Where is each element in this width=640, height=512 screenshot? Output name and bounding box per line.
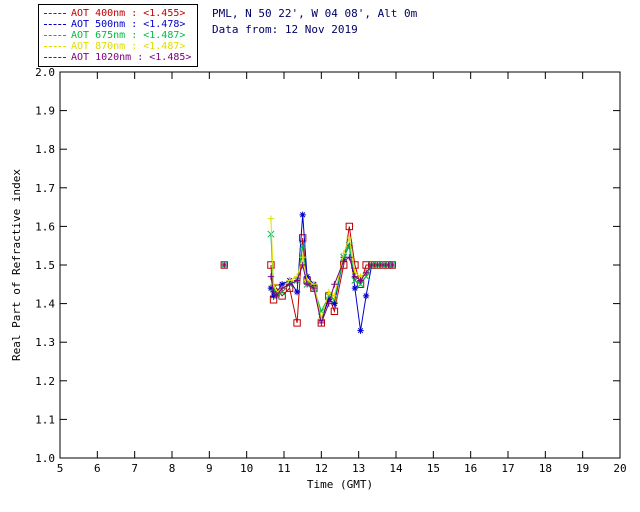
y-tick-label: 1.2 xyxy=(35,375,55,388)
x-tick-label: 13 xyxy=(352,462,365,475)
legend-line-sample xyxy=(44,24,66,25)
plus-marker xyxy=(379,261,387,269)
site-location-text: PML, N 50 22', W 04 08', Alt 0m xyxy=(212,7,418,20)
y-axis-label: Real Part of Refractive index xyxy=(10,169,23,361)
y-tick-label: 1.8 xyxy=(35,143,55,156)
asterisk-marker xyxy=(267,284,275,292)
legend-line-sample xyxy=(44,35,66,36)
square-marker xyxy=(220,261,228,269)
x-marker xyxy=(299,242,307,250)
x-tick-label: 5 xyxy=(57,462,64,475)
x-tick-label: 11 xyxy=(277,462,290,475)
plus-marker xyxy=(331,281,338,288)
plus-marker xyxy=(221,261,228,269)
x-tick-label: 8 xyxy=(169,462,176,475)
plus-marker xyxy=(362,269,370,276)
plus-marker xyxy=(325,300,332,307)
y-tick-label: 1.9 xyxy=(35,105,55,118)
plus-marker xyxy=(267,215,275,222)
legend-item-label: AOT 400nm : <1.455> xyxy=(71,8,186,19)
legend-item-label: AOT 675nm : <1.487> xyxy=(71,30,186,41)
plus-marker xyxy=(340,257,347,265)
y-tick-label: 1.4 xyxy=(35,298,55,311)
data-date-text: Data from: 12 Nov 2019 xyxy=(212,23,358,36)
plus-marker xyxy=(293,277,301,284)
asterisk-marker xyxy=(357,327,364,334)
asterisk-marker xyxy=(278,281,286,288)
legend-item-1020nm: AOT 1020nm : <1.485> xyxy=(44,52,191,63)
legend-item-870nm: AOT 870nm : <1.487> xyxy=(44,41,191,52)
y-tick-label: 2.0 xyxy=(35,66,55,79)
legend-line-sample xyxy=(44,13,66,14)
x-axis-label: Time (GMT) xyxy=(307,478,373,491)
y-tick-label: 1.0 xyxy=(35,452,55,465)
legend-item-label: AOT 870nm : <1.487> xyxy=(71,41,186,52)
plus-marker xyxy=(346,254,353,261)
y-tick-label: 1.5 xyxy=(35,259,55,272)
x-tick-label: 6 xyxy=(94,462,101,475)
plus-marker xyxy=(310,284,318,292)
x-tick-label: 18 xyxy=(539,462,552,475)
plus-marker xyxy=(267,273,275,280)
plus-marker xyxy=(318,319,325,327)
legend-line-sample xyxy=(44,57,66,58)
legend-item-675nm: AOT 675nm : <1.487> xyxy=(44,30,191,41)
plus-marker xyxy=(278,284,286,292)
asterisk-marker xyxy=(303,273,311,280)
plus-marker xyxy=(346,234,353,242)
square-marker xyxy=(330,307,339,316)
x-tick-label: 10 xyxy=(240,462,253,475)
square-marker xyxy=(293,319,301,327)
plus-marker xyxy=(325,288,332,296)
y-tick-label: 1.6 xyxy=(35,220,55,233)
square-marker xyxy=(345,222,354,231)
x-marker xyxy=(330,296,338,304)
y-tick-label: 1.7 xyxy=(35,182,55,195)
plus-marker xyxy=(374,261,381,269)
x-tick-label: 9 xyxy=(206,462,213,475)
asterisk-marker xyxy=(351,284,359,292)
plus-marker xyxy=(273,292,280,300)
plus-marker xyxy=(357,277,364,284)
header-text: PML, N 50 22', W 04 08', Alt 0m Data fro… xyxy=(212,6,417,38)
legend-item-500nm: AOT 500nm : <1.478> xyxy=(44,19,191,30)
asterisk-marker xyxy=(331,300,338,307)
x-tick-label: 14 xyxy=(389,462,403,475)
legend: AOT 400nm : <1.455> AOT 500nm : <1.478> … xyxy=(38,4,199,67)
x-tick-label: 16 xyxy=(464,462,477,475)
legend-line-sample xyxy=(44,46,66,47)
asterisk-marker xyxy=(299,211,306,219)
y-tick-label: 1.1 xyxy=(35,413,55,426)
plus-marker xyxy=(331,292,338,300)
x-marker xyxy=(356,280,365,288)
y-tick-label: 1.3 xyxy=(35,336,55,349)
legend-item-label: AOT 500nm : <1.478> xyxy=(71,19,186,30)
asterisk-marker xyxy=(293,288,301,296)
legend-item-label: AOT 1020nm : <1.485> xyxy=(71,52,192,63)
plus-marker xyxy=(270,288,277,296)
x-tick-label: 12 xyxy=(315,462,328,475)
asterisk-marker xyxy=(362,292,370,300)
plus-marker xyxy=(368,261,375,269)
plus-marker xyxy=(270,281,277,288)
plus-marker xyxy=(303,281,311,288)
x-tick-label: 15 xyxy=(427,462,440,475)
plus-marker xyxy=(389,261,396,269)
x-tick-label: 7 xyxy=(131,462,138,475)
plus-marker xyxy=(286,281,293,288)
plus-marker xyxy=(340,250,347,257)
plus-marker xyxy=(299,254,306,261)
x-marker xyxy=(267,230,275,238)
legend-item-400nm: AOT 400nm : <1.455> xyxy=(44,8,191,19)
x-tick-label: 20 xyxy=(613,462,626,475)
plus-marker xyxy=(299,261,306,269)
x-tick-label: 19 xyxy=(576,462,589,475)
plot-frame xyxy=(59,71,621,459)
asterisk-marker xyxy=(325,296,332,303)
plus-marker xyxy=(351,273,359,280)
x-tick-label: 17 xyxy=(501,462,514,475)
